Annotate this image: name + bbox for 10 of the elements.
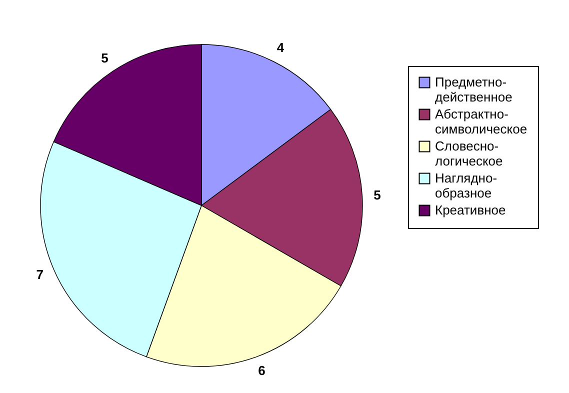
data-label: 5 [374,187,381,202]
legend-label: Абстрактно-символическое [435,106,528,136]
data-label: 5 [101,50,108,66]
legend-label: Креативное [435,202,506,218]
data-label: 6 [258,362,266,378]
legend-label: Предметно-действенное [435,74,512,104]
data-label: 7 [36,267,44,282]
data-label: 4 [276,40,285,56]
legend-label: Словесно-логическое [435,138,503,168]
legend-label: Наглядно-образное [435,170,498,200]
